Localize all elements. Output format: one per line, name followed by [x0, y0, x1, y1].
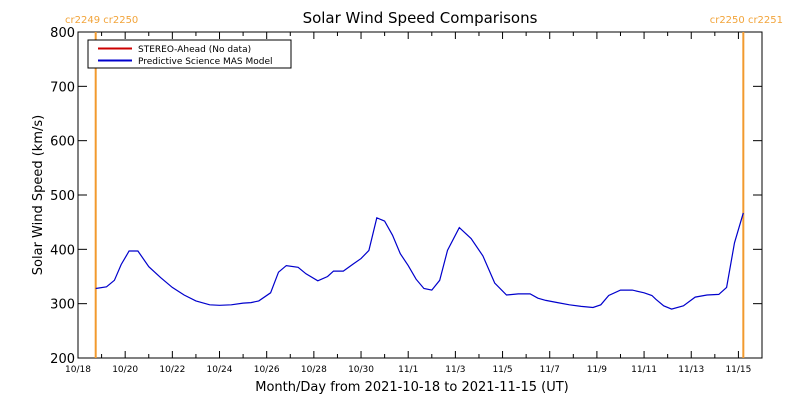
carrington-markers [94, 32, 745, 358]
x-tick-label: 10/30 [348, 365, 374, 375]
x-tick-label: 10/20 [112, 365, 138, 375]
x-tick-label: 11/9 [587, 365, 607, 375]
x-tick-label: 10/26 [254, 365, 280, 375]
x-tick-label: 11/5 [492, 365, 512, 375]
y-tick-label: 600 [50, 135, 75, 150]
y-tick-label: 700 [50, 80, 75, 95]
y-tick-label: 400 [50, 243, 75, 258]
y-tick-label: 800 [50, 26, 75, 41]
legend-box [87, 39, 292, 69]
y-axis-label: Solar Wind Speed (km/s) [31, 115, 46, 275]
y-tick-label: 200 [50, 352, 75, 367]
carrington-label-right: cr2250 cr2251 [710, 15, 783, 26]
x-tick-label: 10/24 [207, 365, 233, 375]
carrington-label-left: cr2249 cr2250 [65, 15, 138, 26]
y-tick-label: 500 [50, 189, 75, 204]
x-tick-label: 11/15 [725, 365, 751, 375]
series-line-mas-model [95, 212, 744, 310]
y-tick-label: 300 [50, 298, 75, 313]
series-layer [95, 212, 744, 310]
legend: STEREO-Ahead (No data) Predictive Scienc… [87, 39, 292, 69]
plot-frame [77, 31, 763, 359]
x-tick-label: 11/13 [678, 365, 704, 375]
x-axis-label: Month/Day from 2021-10-18 to 2021-11-15 … [255, 380, 568, 395]
x-tick-label: 10/22 [159, 365, 185, 375]
legend-label-mas-model: Predictive Science MAS Model [138, 57, 273, 67]
x-tick-label: 11/3 [445, 365, 465, 375]
ticks-layer: 200 300 400 500 600 700 800 10/18 10/20 10/22 10/2… [50, 26, 762, 375]
legend-label-stereo: STEREO-Ahead (No data) [138, 45, 251, 55]
x-tick-label: 10/28 [301, 365, 327, 375]
x-tick-label: 11/11 [631, 365, 657, 375]
x-tick-label: 11/1 [398, 365, 418, 375]
chart-title: Solar Wind Speed Comparisons [303, 9, 538, 27]
x-tick-label: 11/7 [540, 365, 560, 375]
x-tick-label: 10/18 [65, 365, 91, 375]
